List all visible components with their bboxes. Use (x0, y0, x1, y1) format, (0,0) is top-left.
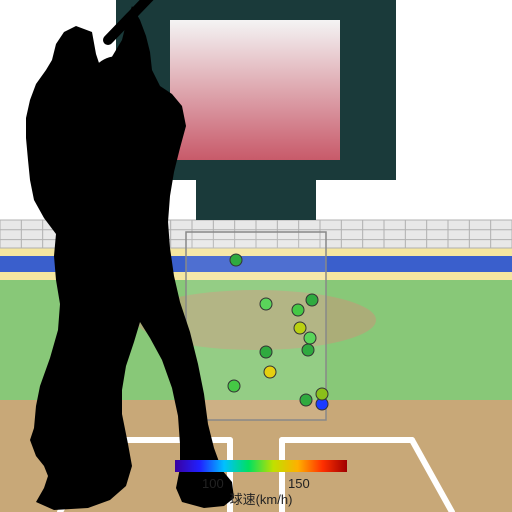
pitch-location-chart: 100 150球速(km/h) (0, 0, 512, 512)
scoreboard-screen (170, 20, 340, 160)
scoreboard-pillar (196, 180, 316, 220)
pitch-marker (304, 332, 316, 344)
pitch-marker (294, 322, 306, 334)
colorbar (175, 460, 347, 472)
pitch-marker (230, 254, 242, 266)
colorbar-label: 球速(km/h) (230, 492, 293, 507)
pitch-marker (316, 388, 328, 400)
colorbar-tick-label: 100 (202, 476, 224, 491)
pitch-marker (306, 294, 318, 306)
pitch-marker (260, 346, 272, 358)
batter-helmet (88, 56, 148, 116)
colorbar-tick-label: 150 (288, 476, 310, 491)
pitch-marker (302, 344, 314, 356)
pitch-marker (228, 380, 240, 392)
pitch-marker (292, 304, 304, 316)
pitch-marker (260, 298, 272, 310)
pitch-marker (264, 366, 276, 378)
pitch-marker (300, 394, 312, 406)
